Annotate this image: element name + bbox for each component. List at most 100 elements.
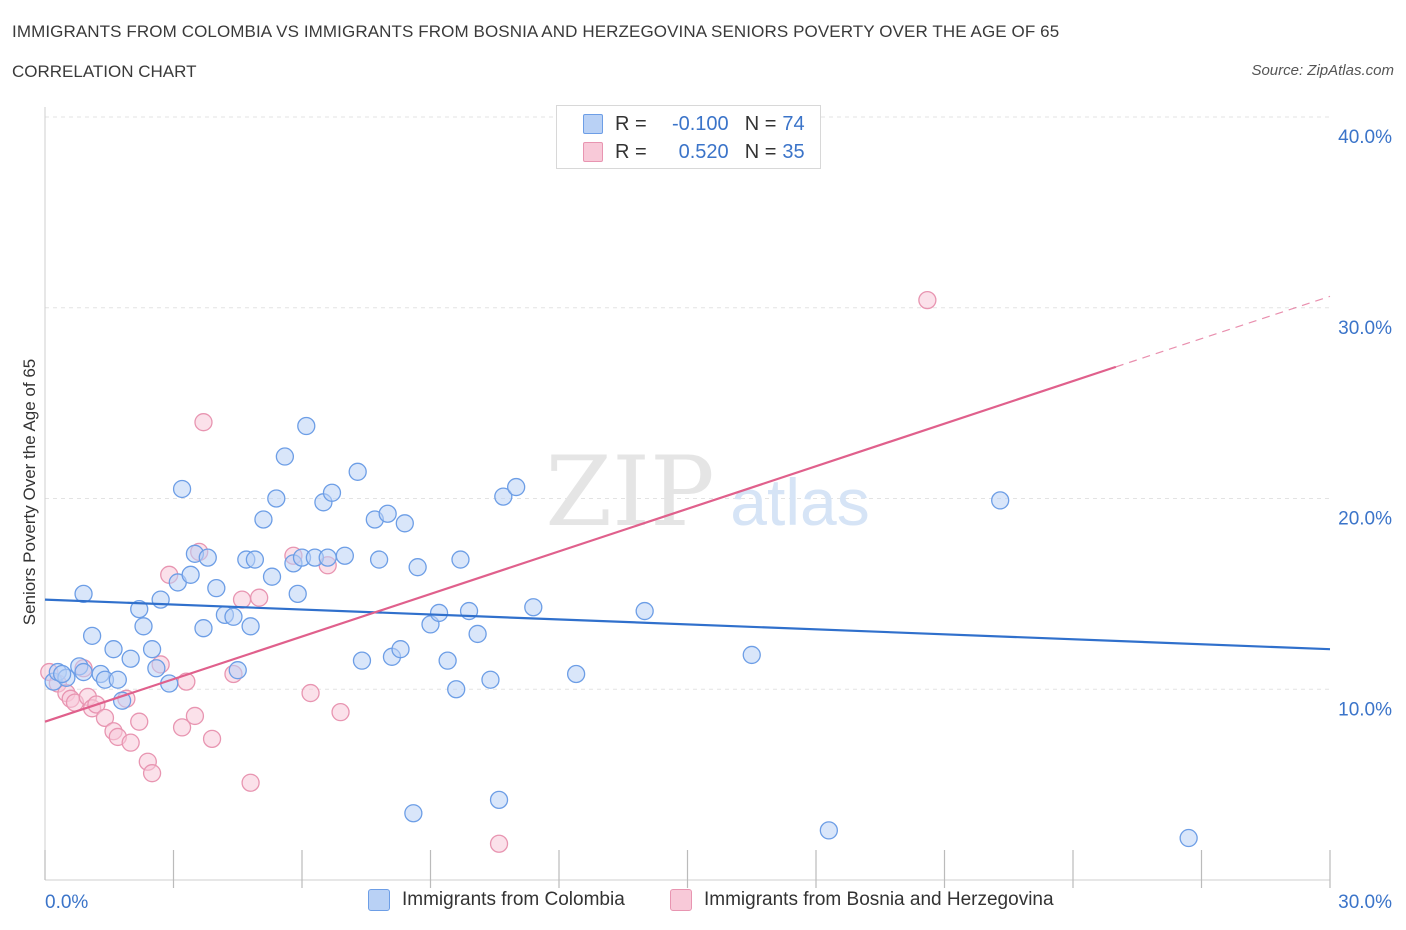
- point-colombia: [207, 579, 226, 598]
- point-colombia: [348, 462, 367, 481]
- point-bosnia: [142, 764, 162, 783]
- point-colombia: [438, 651, 457, 670]
- point-colombia: [489, 790, 509, 810]
- legend-r-label: R =: [615, 140, 647, 163]
- point-colombia: [108, 670, 127, 689]
- point-bosnia: [121, 733, 140, 752]
- point-bosnia: [185, 706, 205, 726]
- point-colombia: [524, 598, 543, 617]
- bottom-legend-colombia: Immigrants from Colombia: [368, 889, 625, 911]
- point-colombia: [566, 664, 586, 684]
- point-colombia: [819, 821, 838, 840]
- point-colombia: [369, 550, 389, 569]
- point-colombia: [635, 601, 654, 621]
- y-tick-label: 10.0%: [1338, 699, 1392, 720]
- point-bosnia: [241, 773, 260, 792]
- point-colombia: [429, 603, 449, 623]
- legend-r-value: -0.100: [671, 112, 729, 135]
- point-bosnia: [331, 702, 350, 722]
- point-bosnia: [172, 718, 192, 737]
- trend-line-bosnia: [44, 365, 1117, 723]
- series-colombia-points: [44, 416, 1198, 848]
- point-colombia: [352, 651, 372, 670]
- point-colombia: [228, 661, 247, 680]
- point-bosnia: [202, 729, 222, 748]
- legend-n-label: N =: [744, 140, 777, 163]
- point-colombia: [468, 624, 487, 644]
- trend-lines: [44, 295, 1331, 723]
- bottom-legend-label-colombia: Immigrants from Colombia: [402, 889, 625, 910]
- point-colombia: [82, 626, 102, 645]
- point-bosnia: [918, 290, 937, 310]
- point-colombia: [451, 550, 470, 569]
- point-colombia: [1179, 828, 1198, 848]
- point-colombia: [74, 584, 93, 604]
- chart-subtitle: CORRELATION CHART: [12, 62, 197, 81]
- point-colombia: [742, 645, 761, 665]
- trend-line-bosnia-extension: [1115, 295, 1331, 368]
- x-tick-label-max: 30.0%: [1338, 892, 1392, 913]
- y-axis-label: Seniors Poverty Over the Age of 65: [20, 358, 39, 626]
- x-tick-label-min: 0.0%: [45, 892, 88, 913]
- bottom-legend-bosnia: Immigrants from Bosnia and Herzegovina: [670, 889, 1054, 911]
- point-colombia: [507, 477, 526, 497]
- legend-r-value: 0.520: [678, 140, 729, 163]
- point-colombia: [130, 599, 149, 619]
- point-colombia: [288, 584, 307, 604]
- legend-swatch-bosnia: [583, 142, 603, 162]
- point-colombia: [991, 491, 1010, 510]
- point-colombia: [241, 617, 260, 636]
- point-colombia: [404, 804, 423, 823]
- bottom-legend-swatch-colombia: [368, 889, 390, 911]
- point-colombia: [395, 514, 414, 533]
- legend-row-bosnia: R = 0.520 N = 35: [583, 140, 805, 164]
- point-colombia: [198, 548, 217, 567]
- point-colombia: [224, 607, 243, 626]
- legend-r-label: R =: [615, 112, 647, 135]
- bottom-legend-label-bosnia: Immigrants from Bosnia and Herzegovina: [704, 889, 1054, 910]
- point-colombia: [194, 619, 213, 638]
- point-colombia: [318, 548, 337, 567]
- point-colombia: [134, 617, 153, 636]
- point-colombia: [245, 550, 265, 569]
- point-colombia: [151, 590, 170, 609]
- y-tick-label: 40.0%: [1338, 127, 1392, 148]
- axes: [44, 107, 1331, 888]
- point-colombia: [408, 558, 427, 577]
- point-bosnia: [95, 708, 115, 728]
- point-colombia: [447, 680, 466, 699]
- point-colombia: [391, 640, 410, 659]
- tick-labels: 10.0% 20.0% 30.0% 40.0% 0.0% 30.0%: [45, 127, 1392, 913]
- point-colombia: [74, 662, 93, 682]
- legend-n-label: N =: [744, 112, 777, 135]
- point-colombia: [494, 487, 513, 506]
- point-colombia: [275, 447, 295, 466]
- point-bosnia: [489, 834, 509, 853]
- legend-row-colombia: R = -0.100 N = 74: [583, 112, 805, 136]
- correlation-legend: R = -0.100 N = 74 R = 0.520 N = 35: [556, 105, 821, 169]
- watermark-zip: ZIP: [545, 436, 714, 548]
- watermark-atlas: atlas: [730, 465, 869, 539]
- legend-n-value: 35: [782, 140, 805, 163]
- point-bosnia: [130, 712, 149, 731]
- point-colombia: [297, 416, 316, 436]
- point-bosnia: [250, 588, 269, 607]
- point-colombia: [262, 567, 282, 586]
- point-colombia: [267, 489, 286, 508]
- trend-line-colombia: [44, 598, 1331, 651]
- series-bosnia-points: [40, 290, 937, 853]
- point-colombia: [481, 670, 500, 689]
- point-colombia: [52, 664, 72, 684]
- point-colombia: [104, 640, 123, 659]
- point-colombia: [254, 510, 273, 529]
- legend-swatch-colombia: [583, 114, 603, 134]
- point-colombia: [181, 565, 200, 584]
- point-colombia: [378, 504, 397, 523]
- point-bosnia: [232, 590, 252, 609]
- point-colombia: [147, 659, 166, 678]
- y-tick-label: 30.0%: [1338, 318, 1392, 339]
- point-colombia: [335, 546, 354, 565]
- point-bosnia: [194, 413, 213, 432]
- point-bosnia: [301, 683, 320, 703]
